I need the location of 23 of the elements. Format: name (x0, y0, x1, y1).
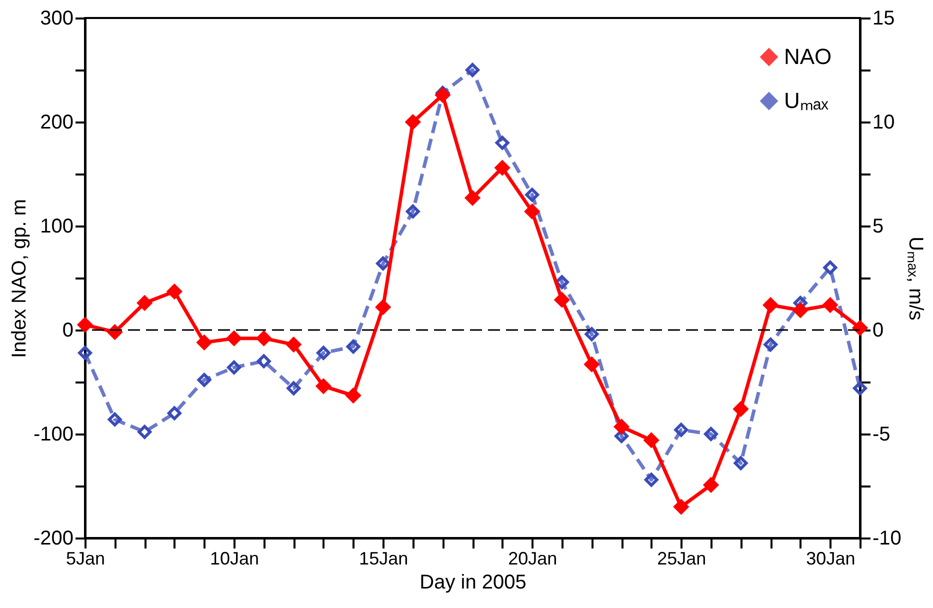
x-tick-label: 25Jan (657, 548, 706, 568)
y2-tick-label: -5 (872, 424, 890, 446)
y2-axis-title: Uₘₐₓ, m/s (904, 236, 926, 320)
x-tick-label: 20Jan (508, 548, 558, 568)
y2-tick-label: 15 (872, 8, 895, 30)
legend-label: NAO (784, 44, 832, 69)
y-axis-title: Index NAO, gp. m (8, 199, 30, 358)
x-tick-label: 15Jan (359, 548, 408, 568)
x-tick-label: 5Jan (66, 548, 106, 568)
y2-tick-label: 10 (872, 112, 895, 134)
y-tick-label: 200 (40, 112, 74, 134)
y-tick-label: 0 (62, 320, 74, 342)
y2-tick-label: 5 (872, 216, 884, 238)
x-axis-title: Day in 2005 (420, 572, 526, 594)
y-tick-label: -200 (33, 528, 74, 550)
x-tick-label: 10Jan (210, 548, 260, 568)
y2-tick-label: -10 (872, 528, 902, 550)
y2-tick-label: 0 (872, 320, 884, 342)
legend-label: Uₘₐₓ (784, 88, 830, 113)
y-tick-label: -100 (33, 424, 74, 446)
x-tick-label: 30Jan (806, 548, 856, 568)
y-tick-label: 300 (40, 8, 74, 30)
y-tick-label: 100 (40, 216, 74, 238)
